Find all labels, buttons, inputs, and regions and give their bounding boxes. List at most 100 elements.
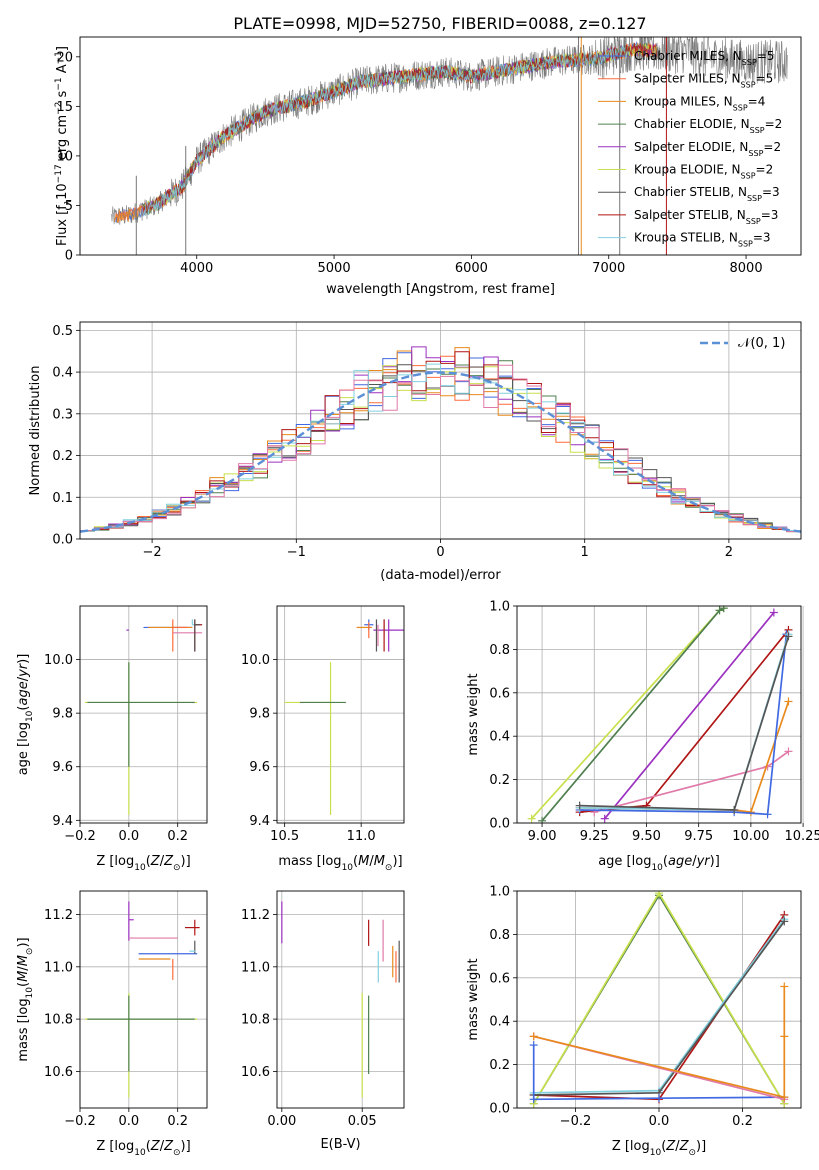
x-axis-label: E(B-V) — [320, 1137, 360, 1152]
model-spectrum-salpeter_stelib — [141, 42, 658, 216]
x-tick-label: 9.25 — [580, 829, 609, 844]
spectrum-panel: 4000 5000 6000 7000 8000 0 5 10 15 20 Chabrier MIL… — [54, 36, 802, 297]
y-tick-label: 15 — [56, 100, 73, 115]
legend-label: Chabrier MILES, NSSP=5 — [634, 49, 774, 67]
x-tick-label: 6000 — [455, 261, 488, 276]
figure-title: PLATE=0998, MJD=52750, FIBERID=0088, z=0… — [233, 14, 646, 33]
legend-label: Salpeter MILES, NSSP=5 — [634, 72, 773, 90]
y-axis-label: mass weight — [466, 673, 481, 755]
y-tick-label: 0.2 — [489, 1058, 510, 1073]
x-tick-label: −2 — [143, 545, 162, 560]
y-tick-label: 10.6 — [44, 1065, 73, 1080]
y-tick-label: 11.0 — [44, 960, 73, 975]
y-tick-label: 0.8 — [489, 643, 510, 658]
x-tick-label: 10.5 — [270, 829, 299, 844]
y-tick-label: 10 — [56, 149, 73, 164]
y-tick-label: 11.2 — [241, 908, 270, 923]
x-tick-label: 10.25 — [784, 829, 819, 844]
x-tick-label: 9.75 — [684, 829, 713, 844]
weight-point-chabrier_elodie — [715, 606, 724, 615]
legend-label: Chabrier STELIB, NSSP=3 — [634, 185, 780, 203]
y-tick-label: 11.2 — [44, 908, 73, 923]
point-salpeter_miles — [172, 619, 188, 652]
weight_vs_age-panel: 9.00 9.25 9.50 9.75 10.00 10.25 0.0 0.2 0.4 0.6 0.… — [466, 600, 819, 874]
y-tick-label: 0.4 — [489, 730, 510, 745]
weight-point-kroupa_elodie — [655, 891, 663, 898]
weight-point-kroupa_miles — [780, 1093, 789, 1102]
y-tick-label: 10.8 — [241, 1013, 270, 1028]
x-tick-label: −0.2 — [64, 1114, 96, 1129]
plot-frame — [516, 890, 802, 1109]
x-axis-label: mass [log10(M/M⊙)] — [278, 854, 402, 873]
mass_vs_ebv-panel: 0.00 0.05 10.6 10.8 11.0 11.2 E(B-V) — [241, 890, 405, 1152]
age_vs_Z-panel: −0.2 0.0 0.2 9.4 9.6 9.8 10.0 Z [log10(Z/Z⊙)] ag… — [16, 605, 208, 873]
point-chabrier_elodie — [87, 662, 195, 767]
x-tick-label: 11.0 — [347, 829, 376, 844]
x-tick-label: −0.2 — [560, 1114, 592, 1129]
weight-point-chabrier_stelib — [780, 917, 789, 926]
legend-label: 𝒩(0, 1) — [738, 336, 785, 351]
y-tick-label: 9.6 — [52, 760, 73, 775]
weight-point-chabrier_miles — [529, 1041, 538, 1050]
y-tick-label: 11.0 — [241, 960, 270, 975]
y-axis-label: mass weight — [466, 958, 481, 1040]
weight-point-kroupa_miles — [784, 697, 793, 706]
errorbars — [84, 901, 200, 1098]
weight-point-pink — [784, 747, 793, 756]
legend-label: Salpeter STELIB, NSSP=3 — [634, 208, 778, 226]
residuals-panel: −2 −1 0 1 2 0.0 0.1 0.2 0.3 0.4 0.5 𝒩(0, 1) (data-mo… — [28, 321, 802, 583]
x-tick-label: 10.00 — [732, 829, 769, 844]
y-tick-label: 10.8 — [44, 1013, 73, 1028]
y-tick-label: 0 — [65, 249, 73, 264]
legend-label: Chabrier ELODIE, NSSP=2 — [634, 117, 782, 135]
y-tick-label: 9.6 — [249, 760, 270, 775]
plot-frame — [276, 890, 405, 1109]
weight-point-kroupa_miles — [746, 808, 755, 817]
y-tick-label: 0.5 — [52, 324, 73, 339]
weight-lines — [529, 891, 789, 1108]
y-tick-label: 9.8 — [249, 707, 270, 722]
plot-frame — [276, 605, 405, 824]
spectrum-legend: Chabrier MILES, NSSP=5 Salpeter MILES, NS… — [598, 49, 782, 248]
plot-frame — [79, 605, 208, 824]
y-tick-label: 0.3 — [52, 407, 73, 422]
plot-frame — [79, 890, 208, 1109]
x-tick-label: 0.2 — [732, 1114, 753, 1129]
y-tick-label: 0.2 — [52, 449, 73, 464]
y-tick-label: 0.6 — [489, 686, 510, 701]
y-tick-label: 9.4 — [52, 814, 73, 829]
x-axis-label: (data-model)/error — [380, 568, 501, 583]
x-tick-label: 7000 — [592, 261, 625, 276]
legend-label: Kroupa STELIB, NSSP=3 — [634, 231, 771, 249]
model-spectrum-kroupa_stelib — [141, 45, 630, 218]
x-tick-label: 0.0 — [119, 829, 140, 844]
x-tick-label: 0.2 — [167, 1114, 188, 1129]
y-axis-label: mass [log10(M/M⊙)] — [16, 937, 35, 1061]
weight-point-chabrier_elodie — [538, 816, 547, 823]
x-tick-label: 4000 — [180, 261, 213, 276]
x-tick-label: 0.00 — [267, 1114, 296, 1129]
y-tick-label: 1.0 — [489, 885, 510, 900]
x-axis-label: Z [log10(Z/Z⊙)] — [96, 1139, 190, 1158]
y-tick-label: 1.0 — [489, 600, 510, 615]
weight-lines — [527, 606, 793, 823]
y-axis-label: age [log10(age/yr)] — [16, 654, 35, 776]
errorbars — [84, 619, 203, 815]
y-tick-label: 0.0 — [52, 533, 73, 548]
y-tick-label: 10.0 — [44, 653, 73, 668]
point-chabrier_elodie — [87, 995, 195, 1072]
y-tick-label: 0.8 — [489, 928, 510, 943]
weight-line-kroupa_miles — [533, 986, 786, 1099]
histograms — [80, 346, 801, 535]
y-tick-label: 0.2 — [489, 773, 510, 788]
x-tick-label: 0.0 — [649, 1114, 670, 1129]
histogram-pink — [80, 364, 801, 533]
point-chabrier_stelib — [194, 619, 200, 652]
x-axis-label: age [log10(age/yr)] — [598, 854, 720, 873]
x-tick-label: 9.50 — [632, 829, 661, 844]
y-tick-label: 5 — [65, 199, 73, 214]
y-axis-label: Normed distribution — [28, 366, 43, 496]
y-axis-label: Flux [fλ10−17 erg cm−2 s−1 A−1] — [54, 46, 74, 246]
plot-frame — [79, 36, 802, 256]
